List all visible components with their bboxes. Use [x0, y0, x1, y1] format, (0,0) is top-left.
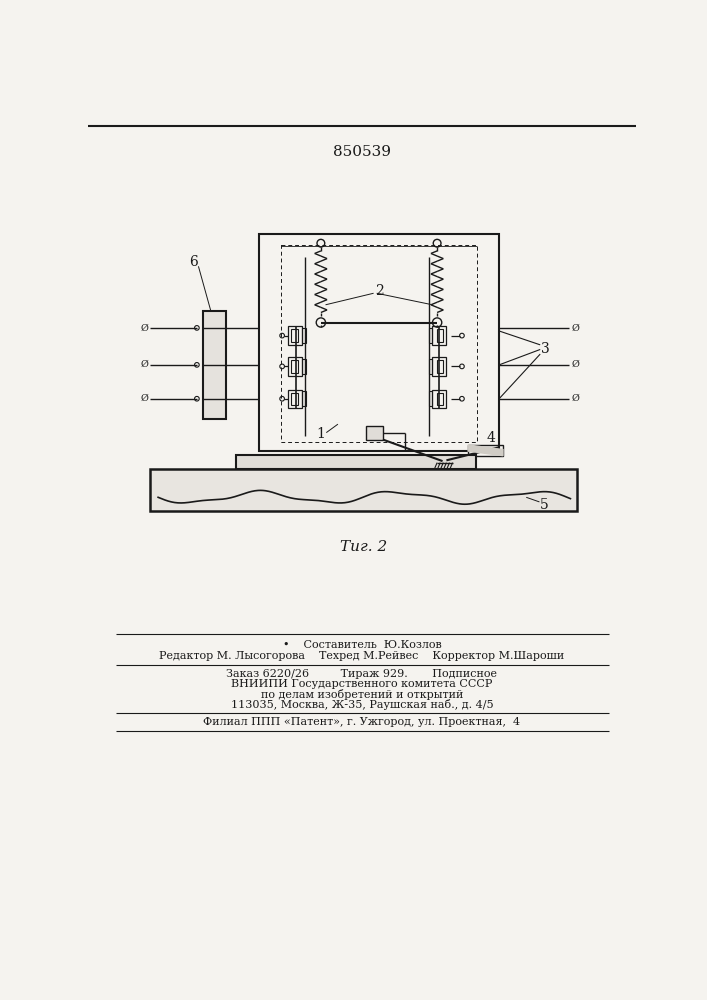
- Bar: [428, 328, 433, 343]
- Bar: [288, 326, 303, 345]
- Bar: [151, 469, 577, 511]
- Bar: [291, 329, 298, 342]
- Bar: [288, 357, 303, 376]
- Text: 3: 3: [542, 342, 550, 356]
- Text: •    Составитель  Ю.Козлов: • Составитель Ю.Козлов: [283, 640, 441, 650]
- Bar: [433, 389, 446, 408]
- Bar: [259, 234, 499, 451]
- Bar: [437, 393, 443, 405]
- Bar: [291, 360, 298, 373]
- Bar: [235, 455, 476, 469]
- Bar: [303, 328, 306, 343]
- Text: 6: 6: [189, 255, 197, 269]
- Text: Τиг. 2: Τиг. 2: [340, 540, 387, 554]
- Text: ВНИИПИ Государственного комитета СССР: ВНИИПИ Государственного комитета СССР: [231, 679, 493, 689]
- Bar: [437, 360, 443, 373]
- Text: по делам изобретений и открытий: по делам изобретений и открытий: [261, 689, 463, 700]
- Bar: [303, 359, 306, 374]
- Text: Ø: Ø: [140, 394, 148, 403]
- Text: 4: 4: [487, 431, 496, 445]
- Text: Ø: Ø: [571, 394, 579, 403]
- Text: Филиал ППП «Патент», г. Ужгород, ул. Проектная,  4: Филиал ППП «Патент», г. Ужгород, ул. Про…: [204, 717, 520, 727]
- Bar: [468, 445, 503, 456]
- Text: Ø: Ø: [140, 323, 148, 332]
- Text: Ø: Ø: [140, 360, 148, 369]
- Bar: [291, 393, 298, 405]
- Text: 850539: 850539: [333, 145, 391, 159]
- Bar: [303, 391, 306, 406]
- Text: 113035, Москва, Ж-35, Раушская наб., д. 4/5: 113035, Москва, Ж-35, Раушская наб., д. …: [230, 699, 493, 710]
- Text: 2: 2: [375, 284, 383, 298]
- Polygon shape: [468, 445, 503, 456]
- Bar: [433, 357, 446, 376]
- Bar: [203, 311, 226, 419]
- Bar: [281, 245, 477, 442]
- Bar: [437, 329, 443, 342]
- Text: Заказ 6220/26         Тираж 929.       Подписное: Заказ 6220/26 Тираж 929. Подписное: [226, 669, 498, 679]
- Bar: [366, 426, 383, 440]
- Bar: [428, 391, 433, 406]
- Text: Ø: Ø: [571, 323, 579, 332]
- Text: Ø: Ø: [571, 360, 579, 369]
- Text: 5: 5: [539, 498, 549, 512]
- Bar: [428, 359, 433, 374]
- Bar: [433, 326, 446, 345]
- Text: 1: 1: [317, 427, 325, 441]
- Text: Редактор М. Лысогорова    Техред М.Рейвес    Корректор М.Шароши: Редактор М. Лысогорова Техред М.Рейвес К…: [159, 651, 565, 661]
- Bar: [288, 389, 303, 408]
